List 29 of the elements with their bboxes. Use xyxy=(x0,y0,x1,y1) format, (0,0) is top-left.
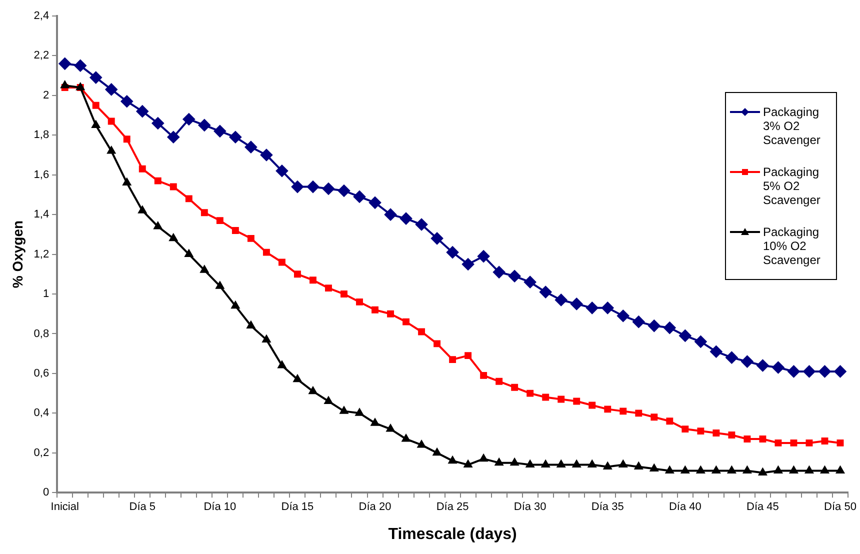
y-tick-label: 1,8 xyxy=(34,129,50,142)
y-tick-label: 0,6 xyxy=(34,367,50,380)
x-tick-label: Día 25 xyxy=(436,501,469,514)
y-tick-label: 0,2 xyxy=(34,446,50,459)
legend-label: Packaging 3% O2 Scavenger xyxy=(763,105,822,147)
x-axis-title: Timescale (days) xyxy=(388,526,517,543)
x-tick-label: Día 10 xyxy=(204,501,236,514)
y-axis-title: % Oxygen xyxy=(9,220,26,288)
y-tick-label: 2,4 xyxy=(34,10,50,22)
y-tick-label: 1,6 xyxy=(34,168,50,181)
y-tick-label: 2 xyxy=(42,89,50,102)
legend-label: Packaging 5% O2 Scavenger xyxy=(763,165,822,207)
x-tick-label: Día 20 xyxy=(358,501,392,514)
x-tick-label: Día 45 xyxy=(746,501,779,514)
x-tick-label: Día 40 xyxy=(668,501,702,514)
y-tick-label: 0,4 xyxy=(34,407,50,420)
x-tick-label: Día 50 xyxy=(824,501,856,514)
legend-label: Packaging 10% O2 Scavenger xyxy=(763,225,822,267)
x-tick-label: Día 15 xyxy=(281,501,314,514)
x-tick-label: Día 5 xyxy=(129,501,156,514)
y-tick-label: 2,2 xyxy=(34,50,50,62)
x-tick-label: Día 30 xyxy=(514,501,546,514)
x-tick-label: Día 35 xyxy=(591,501,624,514)
x-tick-label: Inicial xyxy=(50,501,79,514)
y-tick-label: 0,8 xyxy=(34,328,50,340)
y-tick-label: 0 xyxy=(42,486,50,499)
y-tick-label: 1,4 xyxy=(34,208,50,221)
y-tick-label: 1 xyxy=(42,288,50,300)
y-tick-label: 1,2 xyxy=(34,248,50,260)
